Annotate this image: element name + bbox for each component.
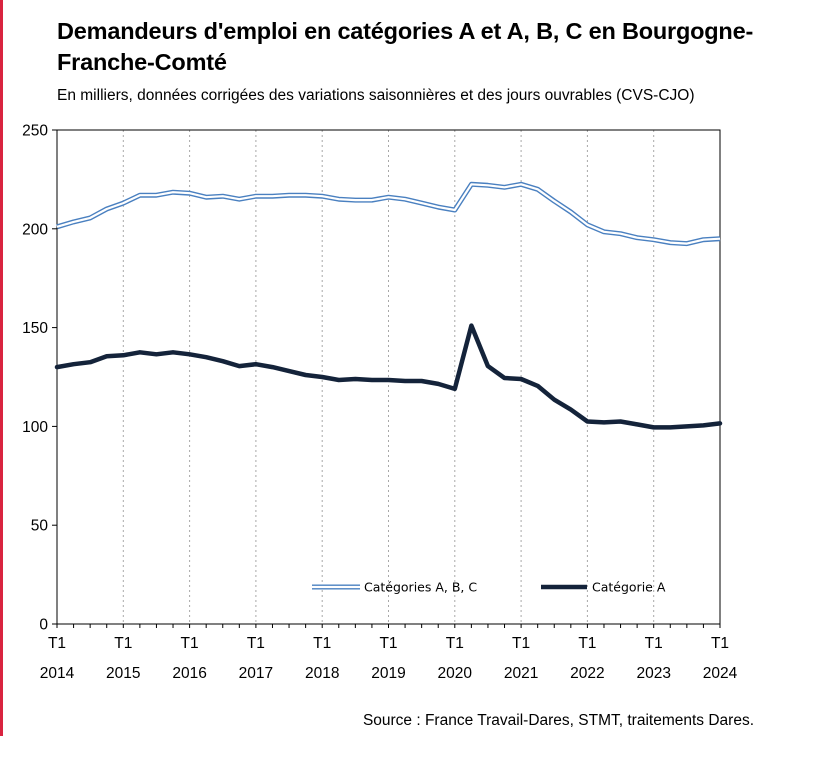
x-tick-label-quarter: T1: [379, 635, 397, 652]
x-tick-label-year: 2016: [172, 665, 206, 682]
x-tick-label-quarter: T1: [645, 635, 663, 652]
x-tick-label-year: 2024: [703, 665, 738, 682]
x-tick-label-quarter: T1: [48, 635, 66, 652]
y-tick-label: 200: [22, 221, 48, 238]
x-tick-label-year: 2019: [371, 665, 405, 682]
legend: Catégories A, B, C Catégorie A: [312, 580, 666, 595]
x-tick-label-year: 2021: [504, 665, 538, 682]
x-tick-label-quarter: T1: [313, 635, 331, 652]
series-line-categories-abc-inner: [56, 183, 721, 245]
y-tick-label: 50: [31, 518, 49, 535]
source-note: Source : France Travail-Dares, STMT, tra…: [362, 712, 754, 729]
chart-subtitle: En milliers, données corrigées des varia…: [57, 87, 695, 104]
y-tick-label: 100: [22, 419, 48, 436]
legend-label-categories-abc: Catégories A, B, C: [364, 580, 477, 595]
x-tick-label-year: 2017: [239, 665, 273, 682]
y-tick-label: 250: [22, 123, 48, 140]
x-tick-label-year: 2018: [305, 665, 339, 682]
x-tick-label-year: 2022: [570, 665, 604, 682]
y-tick-label: 150: [22, 320, 48, 337]
grid-layer: [122, 130, 655, 624]
x-tick-label-quarter: T1: [247, 635, 265, 652]
x-tick-label-year: 2015: [106, 665, 140, 682]
accent-bar: [0, 0, 3, 736]
y-tick-label: 0: [39, 617, 48, 634]
x-tick-label-quarter: T1: [181, 635, 199, 652]
series-line-categorie-a: [54, 323, 723, 430]
series-layer: [54, 181, 723, 430]
chart-title: Demandeurs d'emploi en catégories A et A…: [57, 18, 754, 75]
legend-label-categorie-a: Catégorie A: [592, 580, 666, 595]
x-tick-label-year: 2014: [40, 665, 75, 682]
x-tick-label-year: 2023: [636, 665, 670, 682]
x-axis: T1 2014 T1 2015 T1 2016 T1 2017 T1 2018 T1 2019 T1 20…: [40, 624, 738, 682]
x-tick-label-quarter: T1: [512, 635, 530, 652]
x-tick-label-quarter: T1: [114, 635, 132, 652]
x-tick-label-quarter: T1: [446, 635, 464, 652]
x-tick-label-quarter: T1: [711, 635, 729, 652]
x-tick-label-year: 2020: [438, 665, 473, 682]
y-axis: 0 50 100 150 200 250: [22, 123, 57, 634]
x-tick-label-quarter: T1: [578, 635, 596, 652]
